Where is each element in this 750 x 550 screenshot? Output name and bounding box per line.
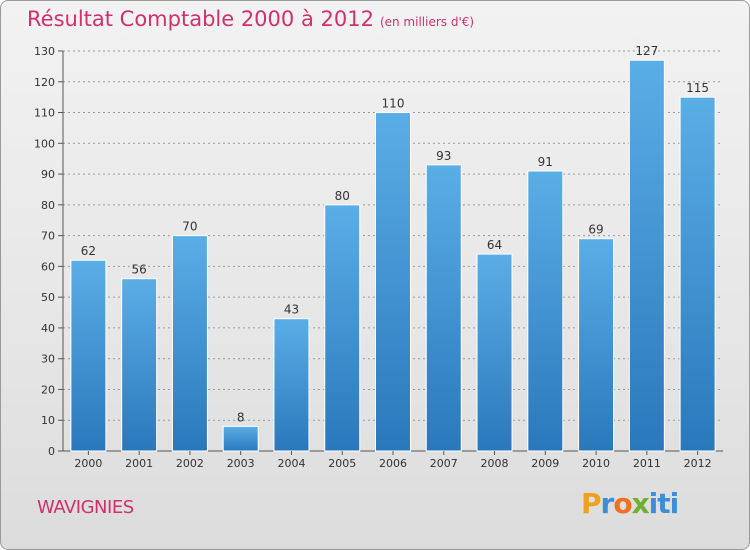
bar-2009 <box>527 170 564 452</box>
value-label-2007: 93 <box>436 149 451 163</box>
proxiti-logo: Proxiti <box>581 487 679 520</box>
y-tick-label: 90 <box>41 168 55 181</box>
value-label-2001: 56 <box>132 263 147 277</box>
x-tick-label-2009: 2009 <box>531 457 559 470</box>
y-tick-label: 130 <box>34 45 55 58</box>
bar-2002 <box>171 235 208 452</box>
chart-subtitle: (en milliers d'€) <box>379 15 475 29</box>
value-label-2009: 91 <box>538 155 553 169</box>
value-label-2011: 127 <box>635 44 658 58</box>
bar-2004 <box>273 318 310 452</box>
chart-title-text: Résultat Comptable 2000 à 2012 <box>27 7 374 31</box>
x-tick-label-2005: 2005 <box>328 457 356 470</box>
bar-2012 <box>679 96 716 452</box>
value-label-2005: 80 <box>335 189 350 203</box>
x-tick-label-2006: 2006 <box>379 457 407 470</box>
y-tick-label: 50 <box>41 291 55 304</box>
y-tick-label: 120 <box>34 76 55 89</box>
y-tick-label: 80 <box>41 199 55 212</box>
x-tick-label-2007: 2007 <box>430 457 458 470</box>
y-tick-label: 40 <box>41 322 55 335</box>
y-tick-label: 60 <box>41 260 55 273</box>
bar-2005 <box>324 204 361 452</box>
x-tick-label-2002: 2002 <box>176 457 204 470</box>
bar-2008 <box>476 253 513 452</box>
y-tick-label: 0 <box>48 445 55 458</box>
bar-2006 <box>375 112 411 452</box>
value-label-2008: 64 <box>487 238 502 252</box>
y-tick-label: 10 <box>41 414 55 427</box>
value-label-2010: 69 <box>588 223 603 237</box>
value-label-2003: 8 <box>237 410 245 424</box>
value-label-2002: 70 <box>182 220 197 234</box>
value-label-2004: 43 <box>284 303 299 317</box>
bar-2010 <box>578 238 615 452</box>
bar-2011 <box>628 59 665 452</box>
x-tick-label-2001: 2001 <box>125 457 153 470</box>
value-label-2006: 110 <box>382 97 405 111</box>
x-tick-label-2000: 2000 <box>74 457 102 470</box>
y-tick-label: 30 <box>41 353 55 366</box>
x-tick-label-2003: 2003 <box>227 457 255 470</box>
y-tick-label: 110 <box>34 107 55 120</box>
y-tick-label: 20 <box>41 383 55 396</box>
bar-chart: 0 10 20 30 40 50 60 70 80 90 100 110 120 130 62 2000 56 2… <box>34 44 723 470</box>
bar-2000 <box>70 259 107 452</box>
value-label-2000: 62 <box>81 244 96 258</box>
x-tick-label-2004: 2004 <box>277 457 305 470</box>
bar-2007 <box>425 164 462 452</box>
bar-2001 <box>121 278 158 452</box>
y-tick-label: 100 <box>34 137 55 150</box>
y-tick-label: 70 <box>41 230 55 243</box>
chart-title: Résultat Comptable 2000 à 2012 (en millie… <box>27 7 474 31</box>
town-name: WAVIGNIES <box>37 497 134 518</box>
x-tick-label-2008: 2008 <box>481 457 509 470</box>
x-tick-label-2010: 2010 <box>582 457 610 470</box>
x-tick-label-2011: 2011 <box>633 457 661 470</box>
x-tick-label-2012: 2012 <box>684 457 712 470</box>
value-label-2012: 115 <box>686 81 709 95</box>
bar-2003 <box>222 425 259 452</box>
